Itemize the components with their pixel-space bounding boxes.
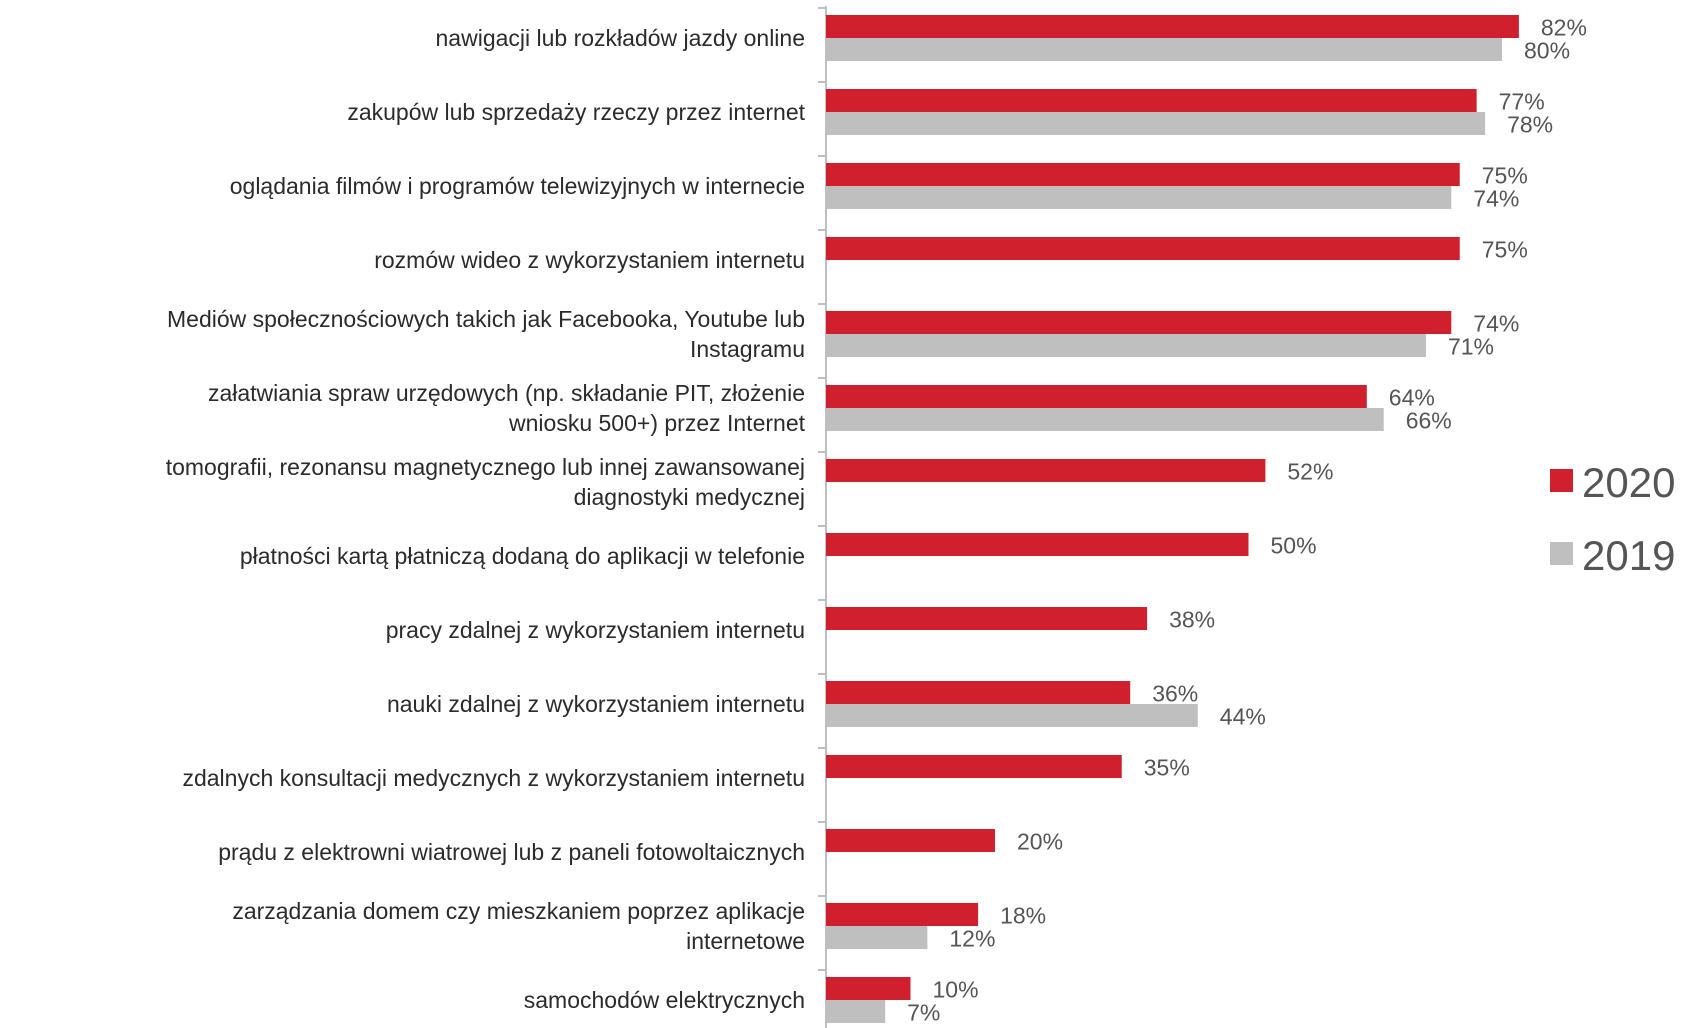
bar-2019: [826, 112, 1486, 135]
data-label-2020: 20%: [1017, 829, 1063, 855]
legend-label-2020: 2020: [1582, 459, 1675, 506]
category-label-line: płatności kartą płatniczą dodaną do apli…: [240, 543, 805, 569]
category-label: tomografii, rezonansu magnetycznego lub …: [166, 454, 805, 510]
category-label-line: wniosku 500+) przez Internet: [508, 410, 806, 436]
legend-swatch-2020: [1550, 469, 1573, 492]
category-label-line: internetowe: [686, 928, 805, 954]
category-label-line: tomografii, rezonansu magnetycznego lub …: [166, 454, 805, 480]
data-label-2020: 64%: [1389, 385, 1435, 411]
category-label: zarządzania domem czy mieszkaniem poprze…: [232, 898, 805, 954]
bar-2020: [826, 755, 1122, 778]
legend: 2020 2019: [1550, 459, 1675, 579]
category-label-line: oglądania filmów i programów telewizyjny…: [230, 173, 805, 199]
category-label-line: załatwiania spraw urzędowych (np. składa…: [208, 380, 805, 406]
category-label-line: diagnostyki medycznej: [574, 484, 805, 510]
bar-2020: [826, 459, 1266, 482]
category-label-line: samochodów elektrycznych: [524, 987, 805, 1013]
category-labels: nawigacji lub rozkładów jazdy online zaku…: [166, 25, 806, 1013]
bar-2020: [826, 681, 1131, 704]
value-labels: 82%77%75%75%74%64%52%50%38%36%35%20%18%1…: [907, 15, 1587, 1026]
category-label: zdalnych konsultacji medycznych z wykorz…: [182, 765, 805, 791]
data-label-2020: 52%: [1287, 459, 1333, 485]
category-label: rozmów wideo z wykorzystaniem internetu: [374, 247, 805, 273]
data-label-2020: 38%: [1169, 607, 1215, 633]
data-label-2019: 12%: [949, 926, 995, 952]
bar-2020: [826, 385, 1367, 408]
bar-2019: [826, 334, 1426, 357]
category-label-line: pracy zdalnej z wykorzystaniem internetu: [386, 617, 805, 643]
chart-bars: [826, 15, 1519, 1023]
bar-2019: [826, 1000, 886, 1023]
bar-2020: [826, 533, 1249, 556]
category-label-line: Instagramu: [690, 336, 805, 362]
data-label-2019: 44%: [1220, 704, 1266, 730]
bar-2019: [826, 926, 928, 949]
bar-2019: [826, 408, 1384, 431]
data-label-2019: 71%: [1448, 334, 1494, 360]
category-label: Mediów społecznościowych takich jak Face…: [167, 306, 805, 362]
category-label: płatności kartą płatniczą dodaną do apli…: [240, 543, 805, 569]
data-label-2020: 82%: [1541, 15, 1587, 41]
bar-2020: [826, 607, 1148, 630]
category-label-line: rozmów wideo z wykorzystaniem internetu: [374, 247, 805, 273]
data-label-2019: 78%: [1507, 112, 1553, 138]
legend-label-2019: 2019: [1582, 532, 1675, 579]
data-label-2020: 75%: [1482, 163, 1528, 189]
data-label-2020: 35%: [1144, 755, 1190, 781]
category-label-line: nauki zdalnej z wykorzystaniem internetu: [387, 691, 805, 717]
chart-axis: [818, 6, 827, 1028]
category-label: samochodów elektrycznych: [524, 987, 805, 1013]
data-label-2019: 74%: [1473, 186, 1519, 212]
bar-2020: [826, 829, 995, 852]
bar-2020: [826, 903, 979, 926]
bar-2019: [826, 186, 1452, 209]
data-label-2020: 10%: [933, 977, 979, 1003]
category-label-line: zdalnych konsultacji medycznych z wykorz…: [182, 765, 805, 791]
bar-2019: [826, 704, 1198, 727]
bar-2019: [826, 38, 1502, 61]
category-label-line: zarządzania domem czy mieszkaniem poprze…: [232, 898, 805, 924]
bar-2020: [826, 977, 911, 1000]
category-label: pracy zdalnej z wykorzystaniem internetu: [386, 617, 805, 643]
data-label-2020: 50%: [1271, 533, 1317, 559]
legend-swatch-2019: [1550, 542, 1573, 565]
data-label-2020: 75%: [1482, 237, 1528, 263]
data-label-2020: 36%: [1152, 681, 1198, 707]
bar-2020: [826, 311, 1452, 334]
category-label-line: Mediów społecznościowych takich jak Face…: [167, 306, 805, 332]
category-label: załatwiania spraw urzędowych (np. składa…: [208, 380, 806, 436]
data-label-2020: 77%: [1499, 89, 1545, 115]
data-label-2020: 74%: [1473, 311, 1519, 337]
bar-2020: [826, 237, 1460, 260]
category-label: nawigacji lub rozkładów jazdy online: [436, 25, 805, 51]
category-label: zakupów lub sprzedaży rzeczy przez inter…: [347, 99, 805, 125]
bar-2020: [826, 163, 1460, 186]
category-label: oglądania filmów i programów telewizyjny…: [230, 173, 805, 199]
bar-2020: [826, 89, 1477, 112]
category-label-line: nawigacji lub rozkładów jazdy online: [436, 25, 805, 51]
data-label-2019: 7%: [907, 1000, 940, 1026]
category-label: nauki zdalnej z wykorzystaniem internetu: [387, 691, 805, 717]
bar-2020: [826, 15, 1519, 38]
category-label: prądu z elektrowni wiatrowej lub z panel…: [218, 839, 805, 865]
data-label-2020: 18%: [1000, 903, 1046, 929]
category-label-line: zakupów lub sprzedaży rzeczy przez inter…: [347, 99, 805, 125]
data-label-2019: 80%: [1524, 38, 1570, 64]
category-label-line: prądu z elektrowni wiatrowej lub z panel…: [218, 839, 805, 865]
data-label-2019: 66%: [1406, 408, 1452, 434]
